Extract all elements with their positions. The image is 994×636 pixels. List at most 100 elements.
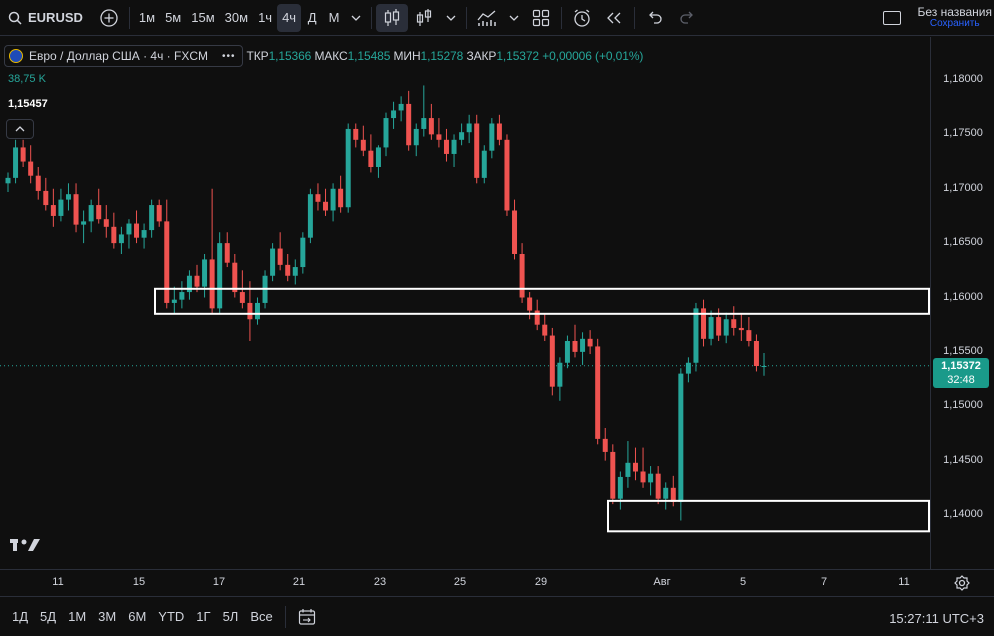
interval-15m[interactable]: 15м [191,10,215,25]
bottom-toolbar: 1Д 5Д 1М 3М 6М YTD 1Г 5Л Все [0,596,994,636]
instrument-pill[interactable]: Евро / Доллар США · 4ч · FXCM ••• [4,45,243,67]
range-6m[interactable]: 6М [128,609,147,624]
toolbar-divider [371,6,373,29]
timezone-clock[interactable]: 15:27:11 UTC+3 [889,611,984,626]
symbol-search[interactable]: EURUSD [0,0,93,36]
candle-body [617,476,623,499]
interval-5m[interactable]: 5м [165,10,182,25]
time-label: 21 [292,576,306,588]
symbol-name: EURUSD [28,10,83,25]
interval-4h[interactable]: 4ч [277,3,302,32]
alarm-clock-icon [572,8,592,28]
candle-body [254,302,260,320]
range-1m[interactable]: 1М [68,609,87,624]
chevron-down-icon [509,15,519,21]
candle-body [247,302,253,320]
interval-1mo[interactable]: М [328,10,340,25]
candle-body [512,210,518,254]
layout-name[interactable]: Без названия Сохранить [917,6,992,30]
candle-body [723,319,729,336]
range-3m[interactable]: 3М [98,609,117,624]
candle-body [610,451,616,499]
interval-dropdown-button[interactable] [345,4,367,32]
candle-body [224,243,230,263]
time-label: Авг [653,576,671,588]
undo-button[interactable] [639,4,671,32]
tradingview-logo [10,539,40,551]
indicators-button[interactable] [408,4,440,32]
replay-button[interactable] [598,4,630,32]
high-value: 1,15485 [347,49,391,63]
grid-icon [532,9,550,27]
candle-body [360,139,366,151]
candle-body [587,338,593,347]
candle-body [73,194,79,225]
candle-body [572,341,578,352]
compare-symbol-button[interactable] [93,4,125,32]
range-5d[interactable]: 5Д [40,609,57,624]
chart-settings-button[interactable] [954,575,970,591]
range-ytd[interactable]: YTD [158,609,185,624]
alert-button[interactable] [566,4,598,32]
support-resistance-zone[interactable] [607,499,930,533]
candle-body [5,177,11,184]
price-axis[interactable]: 1,18000 1,17500 1,17000 1,16500 1,16000 … [930,37,994,569]
chart-type-dropdown-button[interactable] [440,4,462,32]
close-value: 1,15372 [496,49,539,63]
templates-dropdown-button[interactable] [503,4,525,32]
search-icon [8,11,22,25]
price-tick: 1,18000 [943,73,983,85]
candle-body [164,221,170,303]
candle-body [391,110,397,119]
candlestick-chart[interactable] [0,37,930,569]
fullscreen-layout-icon[interactable] [883,11,902,25]
go-to-date-button[interactable] [292,608,322,626]
candle-body [474,123,480,178]
candle-body [88,205,94,222]
chart-legend: Евро / Доллар США · 4ч · FXCM ••• ТКР1,1… [4,45,643,67]
candles-chart-type-button[interactable] [376,3,409,32]
range-1y[interactable]: 1Г [196,609,211,624]
save-layout-link[interactable]: Сохранить [929,18,980,29]
candle-body [625,462,631,477]
range-5y[interactable]: 5Л [222,609,239,624]
candle-body [111,226,117,244]
interval-1m[interactable]: 1м [138,10,156,25]
candle-body [202,259,208,287]
high-label: МАКС [314,49,348,63]
zones-group [154,287,930,533]
price-tick: 1,17500 [943,127,983,140]
time-axis[interactable]: 11 15 17 21 23 25 29 Авг 5 7 11 [0,569,994,595]
layout-grid-button[interactable] [525,4,557,32]
candle-body [35,175,41,191]
support-resistance-zone[interactable] [154,287,930,315]
candle-body [103,219,109,227]
candle-body [701,308,707,339]
collapse-legend-button[interactable] [6,119,34,139]
indicator-templates-button[interactable] [471,4,503,32]
candlestick-icon [383,8,401,28]
interval-1h[interactable]: 1ч [258,10,273,25]
toolbar-divider [561,6,563,29]
more-options-icon[interactable]: ••• [222,50,236,62]
interval-30m[interactable]: 30м [224,10,249,25]
range-1d[interactable]: 1Д [12,609,29,624]
candle-body [761,366,767,368]
redo-icon [678,11,696,25]
interval-1d[interactable]: Д [307,10,317,25]
candle-body [602,438,608,452]
candle-body [96,205,102,220]
ohlc-values: ТКР1,15366 МАКС1,15485 МИН1,15278 ЗАКР1,… [247,49,644,63]
chart-pane[interactable] [0,37,930,569]
candle-body [685,362,691,374]
candle-body [239,292,245,303]
range-all[interactable]: Все [250,609,273,624]
candle-body [534,310,540,325]
candle-body [217,243,223,309]
candle-body [716,317,722,336]
low-value: 1,15278 [420,49,464,63]
price-tick: 1,15000 [943,399,983,412]
redo-button[interactable] [671,4,703,32]
candle-body [270,248,276,276]
low-label: МИН [393,49,421,63]
